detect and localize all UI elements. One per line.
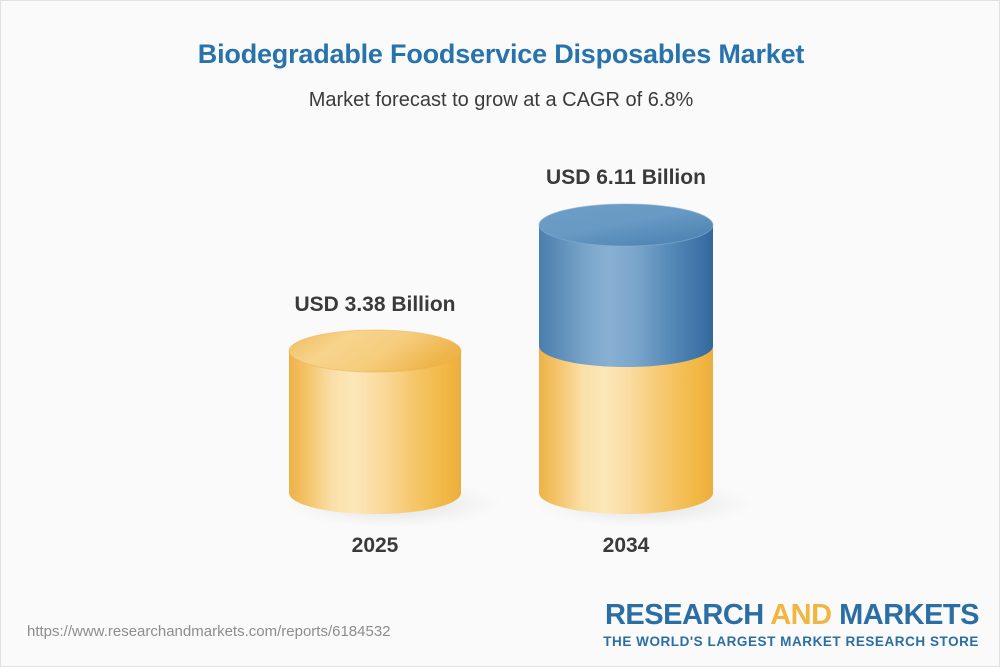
logo-word-and: AND xyxy=(770,599,832,631)
bar-2025[interactable] xyxy=(283,329,503,528)
bar-2025-value-label: USD 3.38 Billion xyxy=(294,293,456,316)
bar-2034[interactable] xyxy=(534,203,754,528)
bar-2034-value-label: USD 6.11 Billion xyxy=(546,166,706,189)
bar-2034-yellow-segment xyxy=(539,346,713,514)
logo-word-research: RESEARCH xyxy=(604,599,771,631)
bar-2025-top-cap xyxy=(289,330,461,372)
bar-2034-blue-segment xyxy=(539,225,713,367)
bar-2025-top-cap-rim xyxy=(288,329,462,373)
category-label-2034: 2034 xyxy=(602,534,650,557)
chart-subtitle: Market forecast to grow at a CAGR of 6.8… xyxy=(308,89,694,111)
logo-word-markets: MARKETS xyxy=(831,599,979,631)
research-and-markets-logo[interactable]: RESEARCH AND MARKETS THE WORLD'S LARGEST… xyxy=(603,601,979,649)
bar-2034-top-cap-rim xyxy=(538,203,714,247)
bar-2025-body xyxy=(289,351,461,514)
page-title: Biodegradable Foodservice Disposables Ma… xyxy=(197,39,805,69)
logo-wordmark: RESEARCH AND MARKETS xyxy=(603,599,980,631)
report-url[interactable]: https://www.researchandmarkets.com/repor… xyxy=(27,623,391,640)
logo-tagline: THE WORLD'S LARGEST MARKET RESEARCH STOR… xyxy=(603,634,979,649)
bar-2034-top-cap xyxy=(539,204,713,246)
category-label-2025: 2025 xyxy=(351,534,399,557)
